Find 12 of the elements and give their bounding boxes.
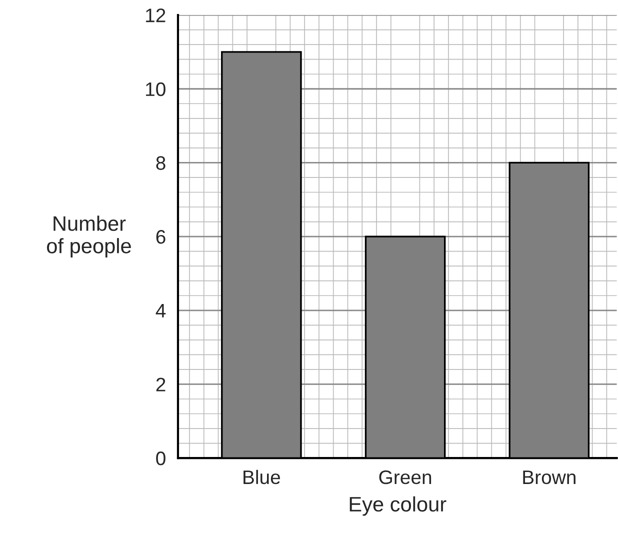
y-axis-title: Number of people bbox=[47, 216, 131, 258]
x-tick-label: Brown bbox=[523, 470, 576, 484]
x-tick-label: Blue bbox=[244, 470, 280, 484]
y-tick-label: 4 bbox=[156, 304, 166, 318]
x-axis-title: Eye colour bbox=[350, 496, 446, 516]
y-tick-label: 0 bbox=[156, 452, 166, 466]
y-tick-label: 10 bbox=[146, 82, 166, 96]
y-tick-label: 12 bbox=[146, 8, 166, 22]
y-tick-label: 2 bbox=[156, 378, 166, 392]
y-tick-label: 8 bbox=[156, 156, 166, 170]
y-tick-label: 6 bbox=[156, 230, 166, 244]
x-tick-label: Green bbox=[379, 470, 432, 484]
